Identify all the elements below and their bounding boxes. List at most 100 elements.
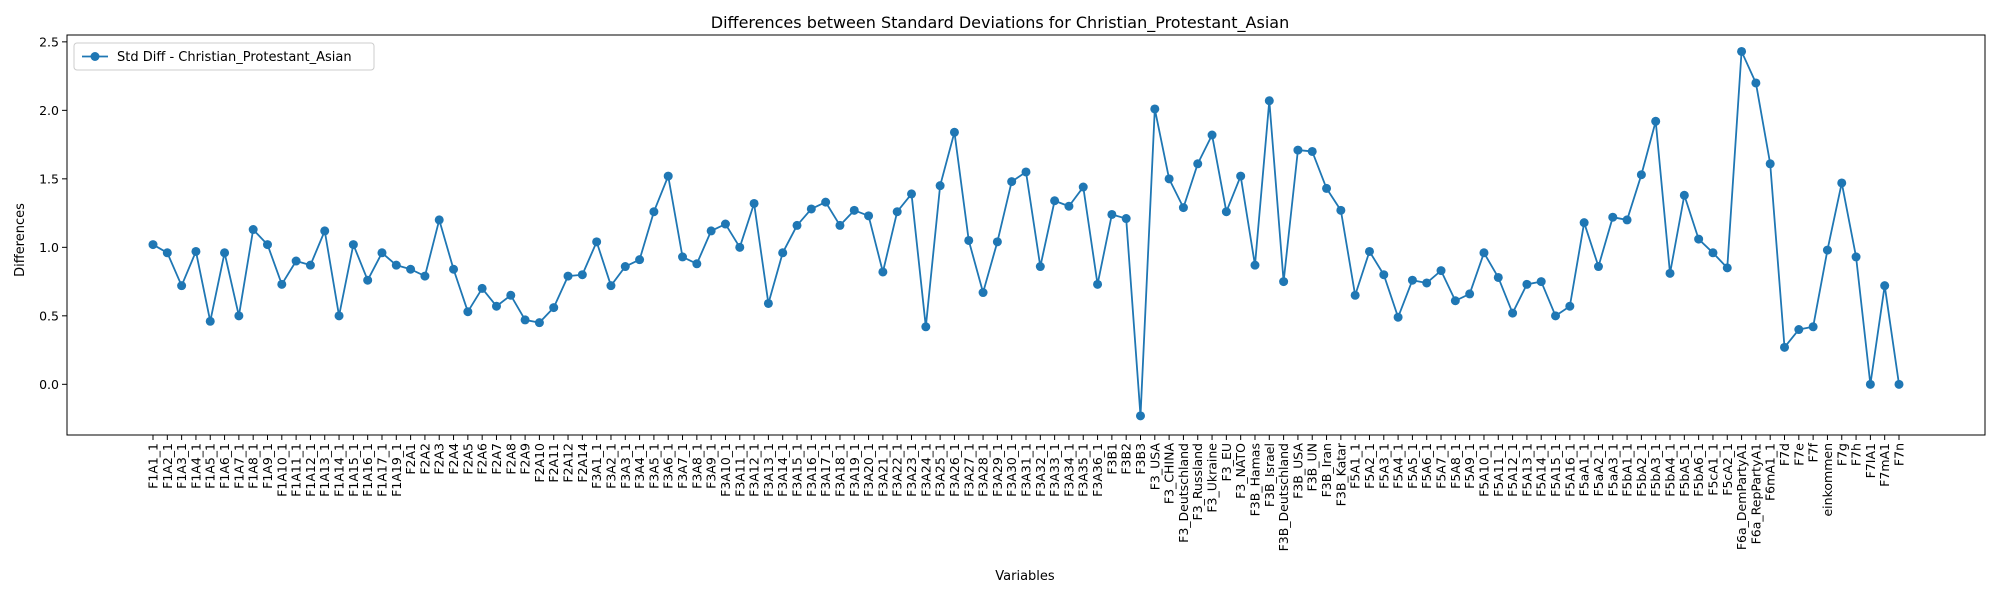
data-point	[1178, 203, 1188, 213]
x-tick-label: F5A11_1	[1491, 443, 1506, 497]
plot-frame	[66, 34, 1986, 436]
x-tick-label: F3_Russland	[1190, 443, 1205, 520]
x-tick-label: F6a_DemPartyA1	[1734, 443, 1749, 550]
x-tick-label: F3A16_1	[804, 443, 819, 497]
x-tick-label: F2A1	[403, 443, 418, 475]
data-point	[1593, 262, 1603, 272]
x-tick-label: F5A9_1	[1462, 443, 1477, 489]
x-tick-label: F2A5	[460, 443, 475, 475]
x-tick-label: F7IA1	[1863, 443, 1878, 478]
data-point	[1851, 252, 1861, 262]
x-tick-label: F3A34_1	[1061, 443, 1076, 497]
x-tick-label: F7mA1	[1877, 443, 1892, 487]
data-point	[406, 264, 416, 274]
x-tick-label: F3A14_1	[775, 443, 790, 497]
data-point	[305, 260, 315, 270]
x-tick-label: F1A5_1	[203, 443, 218, 489]
data-point	[592, 237, 602, 247]
x-tick-label: F7g	[1834, 443, 1849, 466]
x-tick-label: F3A6_1	[661, 443, 676, 489]
data-point	[821, 197, 831, 207]
data-point	[1837, 178, 1847, 188]
data-point	[1493, 272, 1503, 282]
x-tick-label: F5A7_1	[1434, 443, 1449, 489]
y-tick-label: 2.0	[39, 103, 59, 118]
x-tick-label: F5A1_1	[1348, 443, 1363, 489]
x-tick-label: F3A17_1	[818, 443, 833, 497]
data-point	[1522, 279, 1532, 289]
y-tick-label: 0.0	[39, 377, 59, 392]
x-tick-label: F2A14	[575, 443, 590, 483]
x-tick-label: F3A25_1	[933, 443, 948, 497]
x-tick-label: F3A9_1	[704, 443, 719, 489]
data-point	[377, 248, 387, 258]
x-tick-label: F1A1_1	[146, 443, 161, 489]
data-point	[1307, 146, 1317, 156]
data-point	[1808, 322, 1818, 332]
data-point	[1035, 262, 1045, 272]
x-tick-label: F3A36_1	[1090, 443, 1105, 497]
x-tick-label: F3A1_1	[589, 443, 604, 489]
data-point	[177, 281, 187, 291]
data-point	[1336, 205, 1346, 215]
x-tick-label: F2A2	[417, 443, 432, 475]
data-point	[1050, 196, 1060, 206]
data-point	[663, 171, 673, 181]
data-point	[1780, 342, 1790, 352]
legend-entry-label: Std Diff - Christian_Protestant_Asian	[117, 50, 352, 65]
data-point	[391, 260, 401, 270]
data-point	[864, 211, 874, 221]
x-tick-label: F5A16_1	[1562, 443, 1577, 497]
data-point	[1422, 278, 1432, 288]
data-point	[907, 189, 917, 199]
x-tick-label: F3A20_1	[861, 443, 876, 497]
legend-frame	[73, 42, 375, 71]
data-point	[234, 311, 244, 321]
data-point	[1364, 246, 1374, 256]
x-tick-label: F2A7	[489, 443, 504, 475]
data-point	[1407, 275, 1417, 285]
data-point	[1164, 174, 1174, 184]
x-tick-label: F2A8	[503, 443, 518, 475]
x-tick-label: F3_EU	[1219, 443, 1234, 481]
data-point	[420, 271, 430, 281]
data-point	[1450, 296, 1460, 306]
x-tick-label: F5A2_1	[1362, 443, 1377, 489]
x-tick-label: F3A19_1	[847, 443, 862, 497]
x-tick-label: F1A8_1	[246, 443, 261, 489]
y-axis-label: Differences	[13, 203, 28, 277]
data-point	[1679, 190, 1689, 200]
x-tick-label: F3A26_1	[947, 443, 962, 497]
x-tick-label: F3A30_1	[1004, 443, 1019, 497]
data-point	[878, 267, 888, 277]
data-point	[1279, 277, 1289, 287]
x-tick-label: F2A6	[475, 443, 490, 475]
data-point	[1236, 171, 1246, 181]
data-point	[162, 248, 172, 258]
x-tick-label: F3A18_1	[832, 443, 847, 497]
x-tick-label: F1A13_1	[317, 443, 332, 497]
data-point	[606, 281, 616, 291]
x-tick-label: F3B_Iran	[1319, 443, 1334, 497]
data-point	[320, 226, 330, 236]
data-point	[964, 235, 974, 245]
data-point	[549, 303, 559, 313]
x-tick-label: F5bA4_1	[1663, 443, 1678, 497]
data-point	[1536, 277, 1546, 287]
x-tick-label: F3A7_1	[675, 443, 690, 489]
x-axis: F1A1_1 F1A2_1 F1A3_1 F1A4_1 F1A5_1 F1A6_1 F1A7…	[146, 435, 1907, 551]
data-point	[1150, 104, 1160, 114]
plot-series	[148, 46, 1904, 421]
data-point	[477, 283, 487, 293]
data-point	[1078, 182, 1088, 192]
data-point	[1565, 301, 1575, 311]
x-tick-label: F2A10	[532, 443, 547, 483]
data-point	[1221, 207, 1231, 217]
x-tick-label: F3A35_1	[1076, 443, 1091, 497]
data-point	[1737, 46, 1747, 56]
x-tick-label: F5aA2_1	[1591, 443, 1606, 497]
data-point	[220, 248, 230, 258]
data-point	[892, 207, 902, 217]
data-point	[1465, 289, 1475, 299]
data-point	[749, 198, 759, 208]
